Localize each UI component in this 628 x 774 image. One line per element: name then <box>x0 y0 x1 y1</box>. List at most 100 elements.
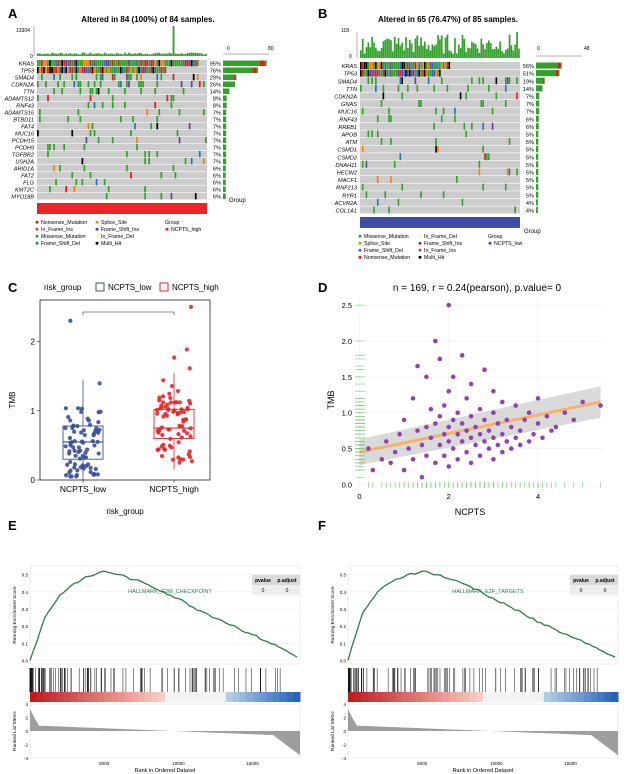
rank-color-segment <box>489 692 497 702</box>
frequency-bar <box>536 130 539 137</box>
rank-color-segment <box>456 692 464 702</box>
mutation-cell <box>363 69 366 77</box>
mutation-cell <box>422 62 424 69</box>
tmb-bar <box>456 53 458 58</box>
gene-label: ARID1A <box>13 167 34 173</box>
mutation-cell <box>198 81 201 88</box>
legend-dot <box>95 220 99 224</box>
scatter-point <box>446 388 452 394</box>
mutation-cell <box>390 69 392 77</box>
data-point <box>76 406 81 411</box>
matrix-row-bg <box>360 183 520 191</box>
gene-set-label: HALLMARK_G2M_CHECKPOINT <box>128 589 212 595</box>
mutation-cell <box>51 67 53 74</box>
data-point <box>174 400 179 405</box>
mutation-cell <box>506 168 509 176</box>
matrix-row-bg <box>360 206 520 214</box>
mutation-cell <box>47 67 49 74</box>
mutation-cell <box>482 100 484 107</box>
data-point <box>79 430 84 435</box>
matrix-row-bg <box>360 191 520 199</box>
matrix-row-bg <box>37 172 207 179</box>
scatter-point <box>513 403 519 408</box>
mutation-cell <box>85 137 88 144</box>
mutation-cell <box>152 67 155 74</box>
tmb-bar <box>150 54 153 56</box>
mutation-cell <box>504 183 507 191</box>
mutation-cell <box>380 69 383 77</box>
mutation-cell <box>405 69 407 77</box>
frequency-label: 7% <box>526 102 534 108</box>
scatter-point <box>441 431 447 437</box>
scatter-point <box>526 439 532 444</box>
data-point <box>96 451 101 456</box>
frequency-bar <box>223 102 227 108</box>
mutation-cell <box>435 107 437 115</box>
tmb-bar <box>491 49 494 58</box>
tmb-bar <box>363 53 366 58</box>
legend-label: Multi_Hit <box>424 255 445 261</box>
frequency-bar <box>223 193 226 199</box>
frequency-label: 6% <box>526 117 534 123</box>
mutation-cell <box>140 81 142 88</box>
mutation-cell <box>158 67 161 74</box>
tmb-bar <box>444 37 447 58</box>
tmb-bar <box>501 51 503 58</box>
tmb-bar <box>128 52 130 56</box>
frequency-bar-segment <box>557 62 561 69</box>
rank-color-segment <box>597 692 605 702</box>
mutation-cell <box>184 158 187 165</box>
scatter-point <box>540 435 545 441</box>
mutation-cell <box>73 81 76 88</box>
tmb-bar <box>79 54 82 56</box>
tmb-bar <box>484 49 486 58</box>
mutation-cell <box>495 77 498 85</box>
y-tick-label: 0 <box>31 476 36 485</box>
mutation-cell <box>61 88 64 95</box>
tmb-bar <box>148 54 151 56</box>
scatter-point <box>428 435 434 441</box>
mutation-cell <box>130 130 132 137</box>
mutation-cell <box>85 67 88 74</box>
tmb-bar <box>152 53 155 56</box>
scatter-point <box>464 396 469 401</box>
mutation-cell <box>365 69 368 77</box>
data-point <box>92 443 97 448</box>
mutation-cell <box>146 60 149 67</box>
scatter-point <box>415 428 420 433</box>
mutation-cell <box>144 151 146 158</box>
mutation-cell <box>190 81 193 88</box>
tmb-bar <box>392 51 394 58</box>
metric-y-tick-label: -4 <box>24 756 28 761</box>
mutation-cell <box>103 67 106 74</box>
scatter-point <box>383 439 389 444</box>
mutation-cell <box>132 67 134 74</box>
plot-frame <box>39 299 211 481</box>
rank-color-segment <box>36 692 44 702</box>
mutation-cell <box>495 92 498 100</box>
scatter-point <box>477 406 483 412</box>
tmb-bar <box>386 38 389 58</box>
frequency-label: 5% <box>526 171 534 177</box>
rank-color-segment <box>246 692 254 702</box>
rank-color-segment <box>435 692 443 702</box>
mutation-cell <box>424 62 426 69</box>
mutation-cell <box>89 88 92 95</box>
tmb-bar <box>126 54 128 56</box>
mutation-cell <box>204 137 207 144</box>
mutation-cell <box>403 69 405 77</box>
metric-y-tick-label: -2 <box>342 743 346 748</box>
mutation-cell <box>53 165 55 172</box>
mutation-cell <box>87 81 90 88</box>
mutation-cell <box>440 62 443 69</box>
rank-color-segment <box>151 692 159 702</box>
mutation-cell <box>111 95 114 102</box>
rank-color-segment <box>577 692 585 702</box>
tmb-bar <box>499 41 501 58</box>
mutation-cell <box>414 62 417 69</box>
oncoplot-a: KRAS 95% TP53 76% SMAD4 29% CDKN2A 26% TTN 14% ADA… <box>3 26 269 214</box>
data-point <box>182 409 187 415</box>
tmb-bar <box>134 53 136 56</box>
frequency-label: 51% <box>523 72 534 78</box>
table-header-pvalue: pvalue <box>573 578 589 584</box>
